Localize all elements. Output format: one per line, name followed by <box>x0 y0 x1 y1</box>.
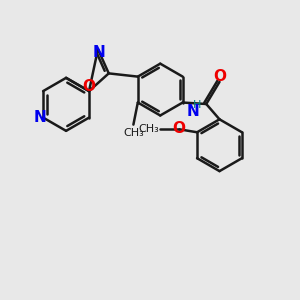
Text: O: O <box>213 69 226 84</box>
Text: N: N <box>93 45 106 60</box>
Text: O: O <box>82 79 95 94</box>
Text: N: N <box>187 104 200 119</box>
Text: O: O <box>172 121 185 136</box>
Text: N: N <box>33 110 46 125</box>
Text: CH₃: CH₃ <box>138 124 159 134</box>
Text: CH₃: CH₃ <box>123 128 144 138</box>
Text: H: H <box>193 100 201 110</box>
